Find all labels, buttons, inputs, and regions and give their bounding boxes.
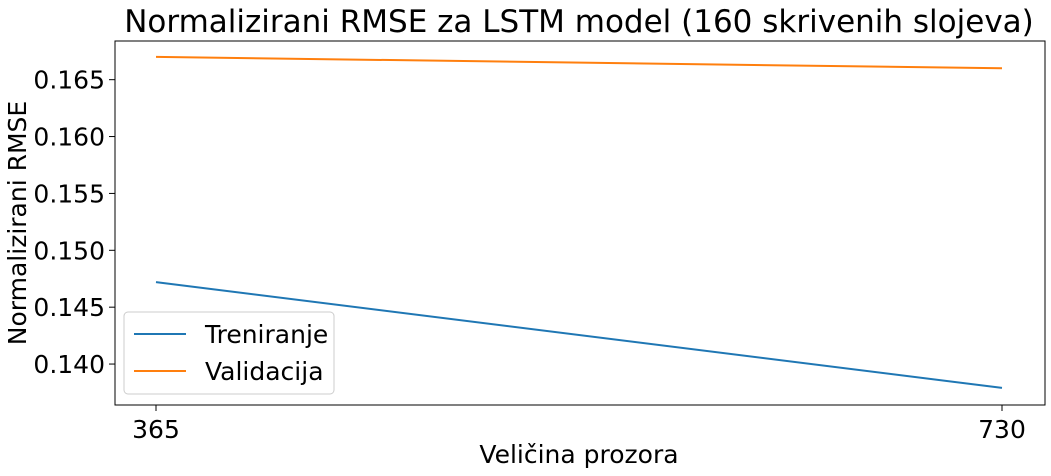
series-line-validacija: [155, 55, 1003, 70]
x-tick-label: 730: [978, 415, 1026, 444]
y-axis: 0.140 0.145 0.150 0.155 0.160 0.165: [33, 66, 115, 379]
y-tick-label: 0.165: [33, 66, 105, 95]
chart-title: Normalizirani RMSE za LSTM model (160 sk…: [124, 4, 1034, 40]
legend: Treniranje Validacija: [123, 311, 335, 395]
x-tick-label: 365: [132, 415, 180, 444]
legend-label-validacija: Validacija: [205, 357, 324, 386]
legend-label-treniranje: Treniranje: [204, 320, 328, 349]
legend-frame: [123, 311, 335, 395]
series-line-treniranje: [155, 281, 1003, 389]
y-tick-label: 0.140: [33, 350, 105, 379]
plot-frame: [114, 40, 1046, 406]
x-axis: 365 730: [132, 405, 1026, 444]
y-tick-label: 0.155: [33, 179, 105, 208]
y-tick-label: 0.145: [33, 293, 105, 322]
y-tick-label: 0.150: [33, 236, 105, 265]
y-tick-label: 0.160: [33, 123, 105, 152]
x-axis-label: Veličina prozora: [479, 440, 678, 469]
plot-area: [114, 40, 1046, 406]
series-layer: [155, 55, 1003, 389]
y-axis-label: Normalizirani RMSE: [3, 101, 32, 345]
